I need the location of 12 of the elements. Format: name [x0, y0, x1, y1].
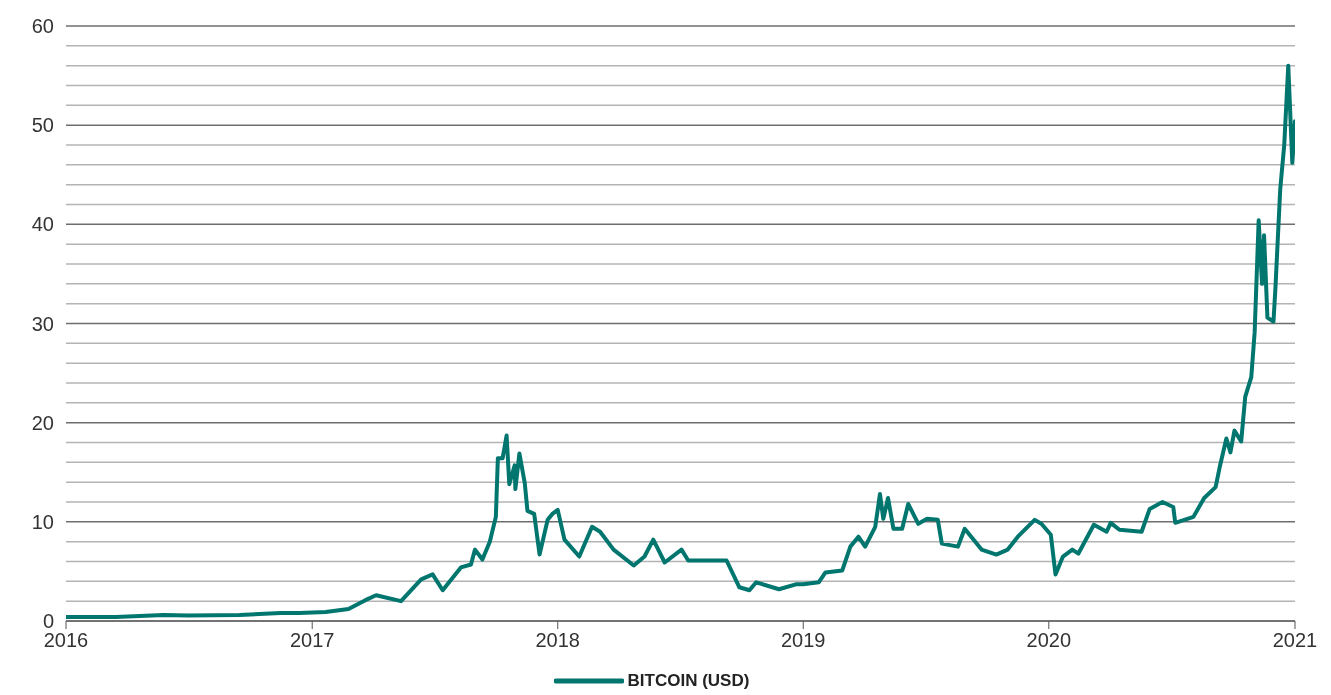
y-tick-label: 10 — [31, 510, 54, 533]
x-tick-label: 2019 — [781, 629, 826, 652]
y-tick-label: 40 — [31, 213, 54, 236]
y-tick-label: 20 — [31, 411, 54, 434]
x-tick-label: 2017 — [289, 629, 335, 652]
y-tick-label: 50 — [31, 114, 54, 137]
x-tick-label: 2018 — [535, 629, 580, 652]
legend-label: BITCOIN (USD) — [627, 671, 750, 691]
y-tick-label: 30 — [31, 312, 54, 335]
y-tick-label: 60 — [31, 15, 54, 38]
x-tick-label: 2021 — [1272, 629, 1318, 652]
x-tick-label: 2020 — [1026, 629, 1072, 652]
